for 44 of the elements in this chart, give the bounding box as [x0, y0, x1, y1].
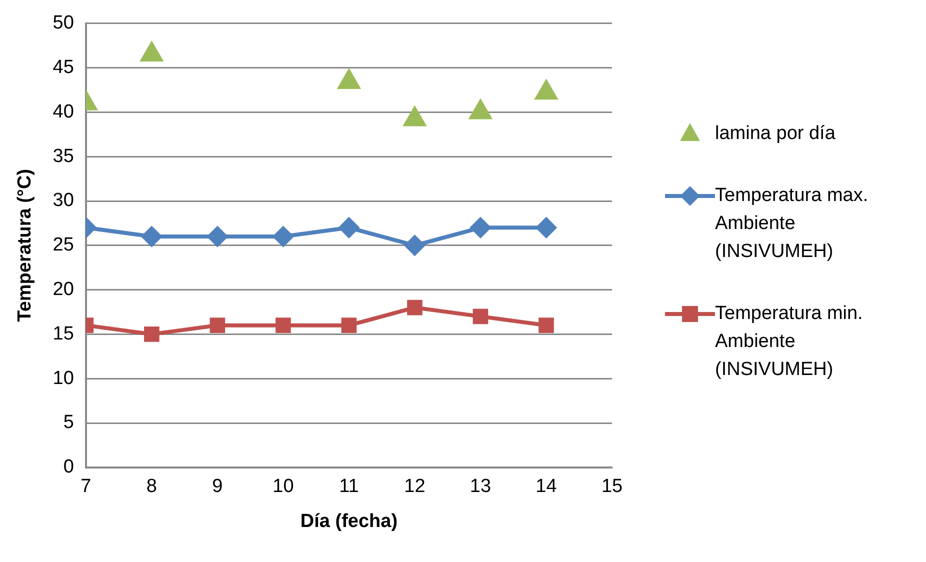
y-tick-label: 25 — [52, 234, 74, 256]
y-tick-label: 40 — [52, 101, 74, 122]
point — [338, 218, 359, 238]
point — [341, 318, 357, 333]
x-tick-label: 9 — [212, 476, 223, 498]
point — [404, 235, 425, 256]
point — [470, 100, 492, 120]
point — [404, 107, 426, 126]
y-tick-label: 0 — [63, 456, 74, 478]
legend-label: Temperatura max. Ambiente (INSIVUMEH) — [715, 184, 870, 264]
x-tick-label: 8 — [146, 476, 157, 498]
point — [210, 318, 226, 333]
y-tick-label: 35 — [52, 146, 74, 167]
x-tick-label: 11 — [339, 476, 359, 498]
x-tick-label: 13 — [470, 476, 492, 498]
x-tick-label: 15 — [601, 476, 623, 498]
point — [536, 80, 557, 100]
y-tick-label: 45 — [52, 57, 74, 78]
point — [141, 42, 162, 62]
point — [276, 318, 291, 333]
x-tick-label: 12 — [404, 476, 426, 498]
point — [472, 308, 488, 324]
legend-label: lamina por día — [715, 122, 836, 146]
point — [470, 218, 490, 238]
point — [207, 226, 228, 247]
point — [273, 226, 294, 247]
y-tick-label: 15 — [52, 323, 74, 344]
y-tick-label: 30 — [52, 190, 74, 212]
legend-label: Temperatura min. Ambiente (INSIVUMEH) — [715, 302, 864, 382]
y-tick-label: 20 — [52, 279, 74, 300]
y-tick-label: 10 — [52, 368, 74, 389]
x-axis-title: Día (fecha) — [300, 510, 398, 532]
point — [338, 70, 360, 90]
x-tick-label: 7 — [80, 476, 92, 498]
y-axis-title: Temperatura (°C) — [14, 168, 36, 322]
point — [144, 326, 160, 342]
point — [536, 218, 556, 238]
point — [538, 318, 554, 333]
y-tick-label: 5 — [63, 412, 74, 434]
x-tick-label: 10 — [272, 476, 294, 498]
point — [407, 300, 422, 316]
x-tick-label: 14 — [536, 476, 558, 498]
y-tick-label: 50 — [52, 12, 74, 34]
point — [142, 226, 162, 247]
